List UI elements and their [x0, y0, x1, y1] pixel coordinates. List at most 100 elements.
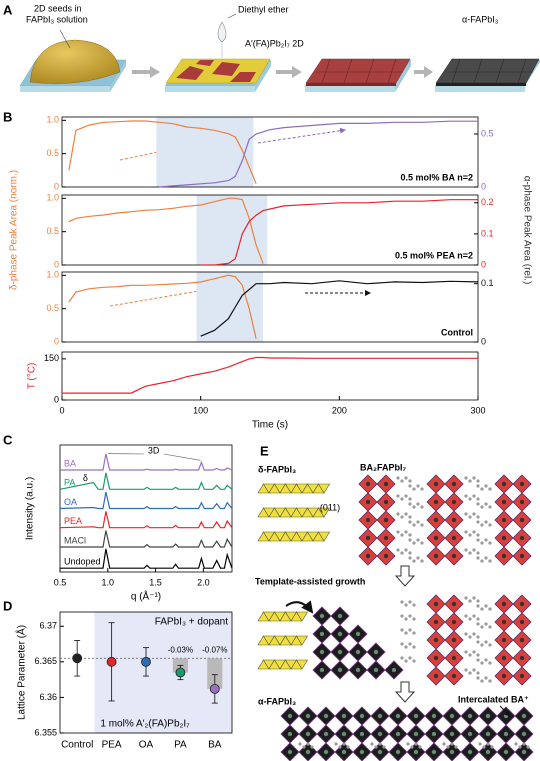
label: δ-FAPbI₃	[258, 464, 296, 474]
atom	[395, 749, 401, 755]
organic-cation	[476, 653, 480, 657]
atom	[519, 673, 525, 679]
organic-cation	[484, 520, 488, 524]
organic-cation	[400, 600, 404, 604]
atom	[501, 517, 507, 523]
y2-tick-label: 0.2	[481, 197, 494, 207]
organic-cation	[476, 515, 480, 519]
series-line	[59, 472, 233, 490]
atom	[519, 535, 525, 541]
x-tick-label: 2.0	[197, 577, 210, 587]
organic-cation	[404, 603, 408, 607]
organic-cation	[400, 642, 404, 646]
organic-cation	[408, 628, 412, 632]
y-tick-label: 0	[54, 259, 59, 269]
organic-cation	[404, 645, 408, 649]
organic-cation	[476, 640, 480, 644]
shaded-region	[196, 272, 264, 342]
series-line	[60, 530, 233, 548]
atom	[485, 749, 491, 755]
organic-cation	[412, 541, 416, 545]
atom	[467, 749, 473, 755]
organic-cation	[476, 484, 480, 488]
panel-letter: B	[3, 109, 12, 124]
series-line	[200, 199, 478, 266]
atom	[433, 637, 439, 643]
y2-tick-label: 0.1	[481, 278, 494, 288]
atom	[341, 713, 347, 719]
organic-cation	[404, 530, 408, 534]
organic-cation	[468, 653, 472, 657]
organic-cation	[374, 745, 378, 749]
x-axis-label: Time (s)	[252, 420, 288, 431]
organic-cation	[464, 650, 468, 654]
organic-cation	[464, 548, 468, 552]
y-tick-label: 1.0	[46, 270, 59, 280]
organic-cation	[450, 742, 454, 746]
atom	[501, 637, 507, 643]
organic-cation	[472, 494, 476, 498]
organic-cation	[480, 625, 484, 629]
organic-cation	[408, 502, 412, 506]
atom	[323, 731, 329, 737]
plot-frame	[61, 351, 479, 401]
organic-cation	[476, 551, 480, 555]
organic-cation	[478, 742, 482, 746]
atom	[323, 749, 329, 755]
organic-cation	[464, 632, 468, 636]
series-line	[68, 274, 257, 339]
group-label: FAPbI₃ + dopant	[155, 617, 229, 628]
organic-cation	[446, 745, 450, 749]
organic-cation	[472, 668, 476, 672]
organic-cation	[416, 520, 420, 524]
atom	[383, 535, 389, 541]
series-line	[59, 491, 233, 510]
organic-cation	[408, 600, 412, 604]
atom	[451, 499, 457, 505]
organic-cation	[488, 487, 492, 491]
organic-cation	[382, 745, 386, 749]
x-tick-label: Control	[61, 740, 93, 751]
atom	[319, 613, 325, 619]
atom	[521, 731, 527, 737]
organic-cation	[468, 479, 472, 483]
atom	[287, 731, 293, 737]
change-bar	[207, 658, 223, 689]
y-tick-label: 0.5	[46, 148, 59, 158]
face-sharing-unit	[317, 531, 331, 542]
y-tick-label: 150	[44, 353, 59, 363]
organic-cation	[488, 541, 492, 545]
atom	[413, 713, 419, 719]
organic-cation	[480, 607, 484, 611]
face-sharing-unit	[317, 483, 331, 494]
organic-cation	[472, 614, 476, 618]
plot-frame	[59, 611, 233, 734]
atom	[305, 749, 311, 755]
tile-ether	[165, 13, 271, 92]
atom	[433, 517, 439, 523]
organic-cation	[490, 745, 494, 749]
organic-cation	[476, 622, 480, 626]
organic-cation	[488, 607, 492, 611]
organic-cation	[412, 603, 416, 607]
atom	[305, 713, 311, 719]
organic-cation	[342, 742, 346, 746]
organic-cation	[484, 502, 488, 506]
atom	[359, 731, 365, 737]
atom	[365, 535, 371, 541]
organic-cation	[526, 745, 530, 749]
tile-2d	[305, 58, 411, 92]
x-tick-label: 1.5	[149, 577, 162, 587]
point	[106, 656, 117, 667]
organic-cation	[416, 502, 420, 506]
atom	[383, 499, 389, 505]
organic-cation	[484, 484, 488, 488]
atom	[431, 749, 437, 755]
atom	[365, 481, 371, 487]
atom	[365, 499, 371, 505]
atom	[451, 535, 457, 541]
organic-cation	[488, 679, 492, 683]
shaded-region	[156, 117, 254, 187]
x-tick-label: OA	[139, 740, 154, 751]
